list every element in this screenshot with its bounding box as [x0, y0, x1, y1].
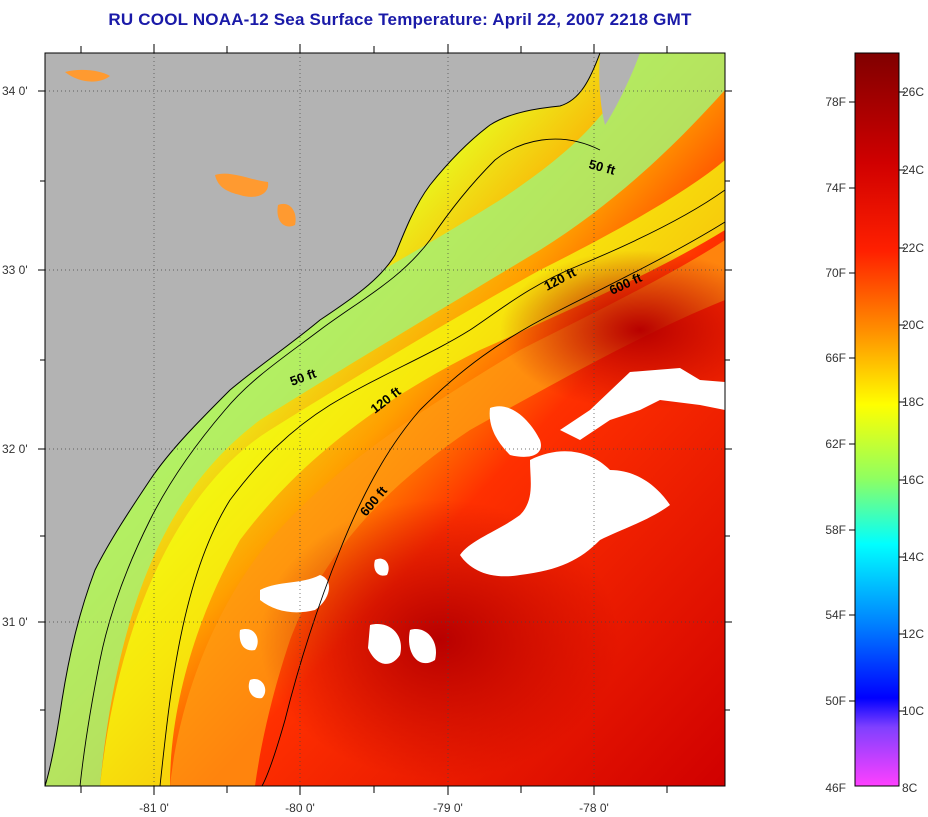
contour-600ft: [261, 221, 725, 786]
colorbar-label-f: 62F: [825, 437, 846, 451]
cloud-mask: [239, 368, 725, 699]
colorbar-label-f: 74F: [825, 181, 846, 195]
land-area-north: [599, 53, 640, 125]
colorbar: [854, 52, 900, 787]
contour-120ft: [159, 189, 725, 786]
graticule: [45, 53, 725, 786]
colorbar-label-c: 20C: [902, 318, 924, 332]
colorbar-label-f: 54F: [825, 608, 846, 622]
lon-label: -81 0': [139, 801, 169, 815]
colorbar-label-c: 24C: [902, 163, 924, 177]
map-frame: [44, 52, 726, 787]
contour-label: 50 ft: [587, 156, 617, 178]
colorbar-label-f: 70F: [825, 266, 846, 280]
inland-water-patch: [215, 173, 269, 197]
colorbar-label-f: 50F: [825, 694, 846, 708]
colorbar-label-c: 18C: [902, 395, 924, 409]
colorbar-label-f: 46F: [825, 781, 846, 795]
inland-water-patch: [277, 203, 296, 227]
land-area: [45, 53, 600, 786]
lat-label: 34 0': [2, 84, 28, 98]
lon-label: -80 0': [285, 801, 315, 815]
lon-label: -79 0': [433, 801, 463, 815]
lon-label: -78 0': [579, 801, 609, 815]
colorbar-label-c: 22C: [902, 241, 924, 255]
coastline: [45, 53, 601, 786]
map-title: RU COOL NOAA-12 Sea Surface Temperature:…: [108, 10, 692, 29]
colorbar-label-c: 26C: [902, 85, 924, 99]
contour-50ft: [79, 138, 601, 786]
colorbar-label-c: 12C: [902, 627, 924, 641]
lat-label: 31 0': [2, 615, 28, 629]
colorbar-label-c: 8C: [902, 781, 918, 795]
colorbar-label-c: 16C: [902, 473, 924, 487]
lat-label: 32 0': [2, 442, 28, 456]
inland-water-patch: [65, 69, 110, 82]
lat-label: 33 0': [2, 263, 28, 277]
nearshore-cool-band: [45, 53, 725, 786]
colorbar-label-f: 78F: [825, 95, 846, 109]
colorbar-label-c: 14C: [902, 550, 924, 564]
midshelf-yellow-band: [100, 160, 725, 786]
colorbar-label-f: 58F: [825, 523, 846, 537]
frame-ticks: [38, 44, 732, 795]
colorbar-ticks: [849, 91, 905, 712]
colorbar-label-f: 66F: [825, 351, 846, 365]
colorbar-label-c: 10C: [902, 704, 924, 718]
